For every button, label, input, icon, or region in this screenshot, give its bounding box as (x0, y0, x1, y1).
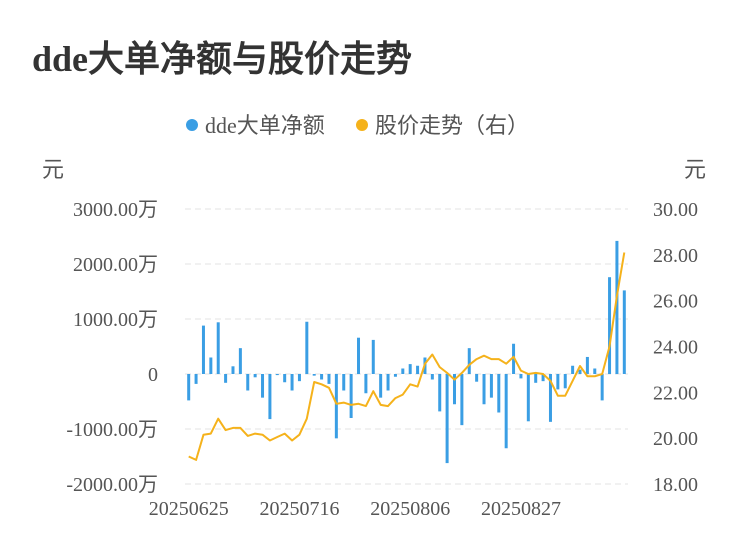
x-tick-label: 20250806 (370, 498, 450, 520)
bar (556, 374, 560, 390)
right-axis-unit: 元 (684, 157, 706, 182)
left-tick-label: 2000.00万 (73, 254, 158, 276)
bar (600, 374, 604, 401)
bar (334, 374, 338, 439)
x-tick-label: 20250625 (149, 498, 229, 520)
bar (349, 374, 353, 418)
legend-bar-swatch (186, 119, 198, 131)
bar-series (187, 240, 626, 464)
legend-line-label: 股价走势（右） (375, 113, 529, 138)
bar (268, 374, 272, 420)
left-tick-label: 1000.00万 (73, 309, 158, 331)
right-tick-label: 20.00 (653, 428, 698, 450)
bar (290, 374, 294, 391)
left-tick-label: -2000.00万 (66, 474, 158, 496)
bar (615, 240, 619, 374)
bar (512, 343, 516, 374)
bar (261, 374, 265, 398)
bar (534, 374, 538, 383)
bar (430, 374, 434, 380)
bar (622, 290, 626, 374)
bar (305, 321, 309, 374)
bar (482, 374, 486, 405)
bar (519, 374, 523, 379)
left-tick-label: -1000.00万 (66, 419, 158, 441)
right-tick-label: 24.00 (653, 337, 698, 359)
bar (364, 374, 368, 394)
bar (379, 374, 383, 398)
bar (393, 374, 397, 377)
bar (585, 356, 589, 374)
right-tick-label: 18.00 (653, 474, 698, 496)
left-tick-label: 3000.00万 (73, 199, 158, 221)
bar (452, 374, 456, 405)
right-tick-label: 28.00 (653, 245, 698, 267)
bar (283, 374, 287, 383)
x-tick-label: 20250716 (259, 498, 339, 520)
bar (467, 348, 471, 374)
left-tick-label: 0 (148, 364, 158, 386)
bar (504, 374, 508, 449)
bar (548, 374, 552, 422)
bar (578, 369, 582, 374)
bar (371, 339, 375, 374)
chart-title: dde大单净额与股价走势 (32, 39, 413, 79)
bar (526, 374, 530, 422)
bar (216, 322, 220, 374)
bar (275, 374, 279, 376)
bar (593, 368, 597, 374)
left-axis-unit: 元 (42, 157, 64, 182)
bar (475, 374, 479, 382)
bar (320, 374, 324, 380)
bar (297, 374, 301, 382)
bar (209, 357, 213, 374)
bar (327, 374, 331, 384)
bar (238, 348, 242, 374)
bar (246, 374, 250, 391)
x-tick-label: 20250827 (481, 498, 561, 520)
bar (194, 374, 198, 384)
bar (489, 374, 493, 398)
bar (342, 374, 346, 391)
bar (608, 277, 612, 374)
bar (386, 374, 390, 391)
bar (438, 374, 442, 412)
bar (187, 374, 191, 401)
right-tick-label: 22.00 (653, 382, 698, 404)
bar (224, 374, 228, 383)
bar (408, 364, 412, 374)
bar (541, 374, 545, 382)
bar (357, 337, 361, 374)
right-tick-label: 30.00 (653, 199, 698, 221)
legend-line-swatch (356, 119, 368, 131)
bar (563, 374, 567, 389)
bar (460, 374, 464, 426)
price-line (188, 252, 626, 461)
bar (312, 374, 316, 376)
axes: 3000.00万 2000.00万 1000.00万 0 -1000.00万 -2000.… (66, 199, 698, 520)
grid-lines (185, 208, 628, 485)
bar (401, 368, 405, 374)
bar (445, 374, 449, 464)
legend: dde大单净额 股价走势（右） (186, 113, 529, 138)
bar (571, 365, 575, 374)
bar (497, 374, 501, 413)
bar (416, 365, 420, 374)
bar (231, 366, 235, 374)
bar (201, 325, 205, 374)
line-series (188, 252, 626, 461)
bar (253, 374, 257, 378)
right-tick-label: 26.00 (653, 291, 698, 313)
legend-bar-label: dde大单净额 (205, 113, 325, 138)
